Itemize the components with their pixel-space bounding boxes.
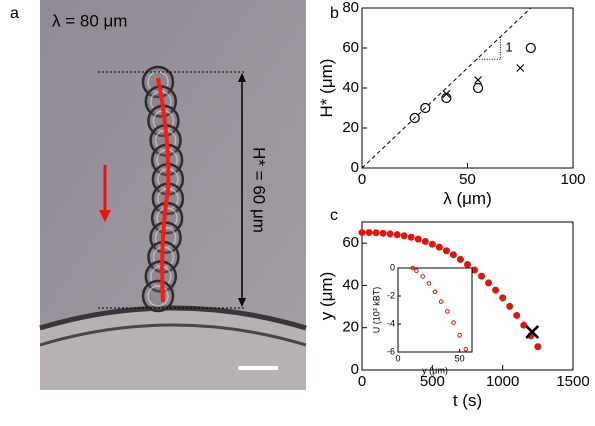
- point: [472, 82, 484, 94]
- wavelength-label: λ = 80 μm: [52, 11, 127, 30]
- slope-triangle: [476, 36, 501, 60]
- point: [525, 42, 536, 54]
- y-tick-label: 0: [390, 262, 395, 272]
- y-tick-label: 40: [342, 79, 359, 96]
- x-tick-label: 50: [455, 354, 465, 364]
- y-tick-label: -4: [387, 318, 395, 328]
- point: [393, 231, 401, 239]
- wall: [40, 310, 306, 390]
- point: [471, 266, 479, 274]
- point: [358, 229, 366, 237]
- point: [513, 311, 521, 319]
- x-tick-label: 1000: [486, 373, 519, 390]
- point: [414, 268, 419, 274]
- panel-label: b: [330, 5, 339, 22]
- point: [449, 251, 457, 259]
- axes-frame: [361, 221, 574, 371]
- y-tick-label: 0: [351, 361, 359, 378]
- slope-label: 1: [505, 39, 512, 54]
- point: [400, 232, 408, 240]
- panel-label: c: [330, 207, 338, 224]
- x-axis-label: t (s): [453, 391, 482, 410]
- point: [414, 235, 422, 243]
- point: [492, 286, 500, 294]
- point: [407, 233, 415, 241]
- wall-edge: [39, 323, 307, 347]
- inset-background: [398, 268, 472, 352]
- axes-frame: [361, 7, 574, 169]
- point: [499, 294, 507, 302]
- y-tick-label: 20: [342, 319, 359, 336]
- x-tick-label: 0: [358, 171, 366, 188]
- bead-highlight: [147, 285, 169, 307]
- y-axis-label: H* (μm): [317, 59, 336, 118]
- x-axis-label: λ (μm): [443, 189, 492, 208]
- x-tick-label: 0: [395, 354, 400, 364]
- point: [438, 299, 444, 304]
- y-tick-label: 60: [342, 234, 359, 251]
- point: [445, 309, 450, 314]
- height-label: H* = 60 μm: [250, 147, 269, 233]
- point: [441, 92, 452, 104]
- point: [410, 265, 416, 271]
- point: [432, 289, 438, 295]
- y-tick-label: 60: [342, 39, 359, 56]
- point: [534, 343, 542, 351]
- point: [420, 274, 425, 279]
- point: [379, 229, 387, 237]
- point: [485, 279, 493, 287]
- point: [525, 325, 540, 339]
- point: [506, 302, 514, 310]
- point: [386, 230, 394, 238]
- x-tick-label: 0: [358, 373, 366, 390]
- x-tick-label: 50: [459, 171, 476, 188]
- y-axis-label: U (10³ kBT): [372, 287, 382, 334]
- point: [442, 90, 451, 98]
- reference-line: [361, 7, 532, 169]
- x-axis-label: y (μm): [422, 365, 448, 375]
- point: [372, 229, 380, 237]
- point: [463, 346, 469, 352]
- point: [456, 255, 464, 263]
- point: [420, 102, 431, 114]
- x-tick-label: 1500: [556, 373, 589, 390]
- trajectory: [156, 77, 171, 303]
- point: [426, 281, 432, 286]
- x-tick-label: 100: [560, 171, 585, 188]
- y-tick-label: 80: [342, 0, 359, 16]
- panel-label: a: [10, 5, 19, 22]
- y-axis-label: y (μm): [317, 272, 336, 321]
- point: [428, 240, 436, 248]
- point: [457, 332, 462, 338]
- point: [464, 260, 471, 268]
- point: [435, 243, 443, 251]
- point: [421, 237, 429, 245]
- point: [478, 272, 486, 280]
- point: [474, 76, 482, 84]
- x-tick-label: 500: [420, 373, 445, 390]
- y-tick-label: 40: [342, 276, 359, 293]
- point: [365, 229, 373, 237]
- y-tick-label: -2: [387, 290, 395, 300]
- arrow-head: [99, 210, 111, 222]
- y-tick-label: -6: [387, 346, 395, 356]
- wall-edge: [39, 305, 307, 331]
- y-tick-label: 20: [342, 119, 359, 136]
- point: [409, 112, 420, 124]
- y-tick-label: 0: [351, 159, 359, 176]
- micrograph: λ = 80 μm H* = 60 μm: [39, 0, 307, 390]
- point: [516, 64, 525, 72]
- point: [451, 320, 456, 325]
- axes-frame: [397, 267, 473, 353]
- point: [442, 247, 450, 255]
